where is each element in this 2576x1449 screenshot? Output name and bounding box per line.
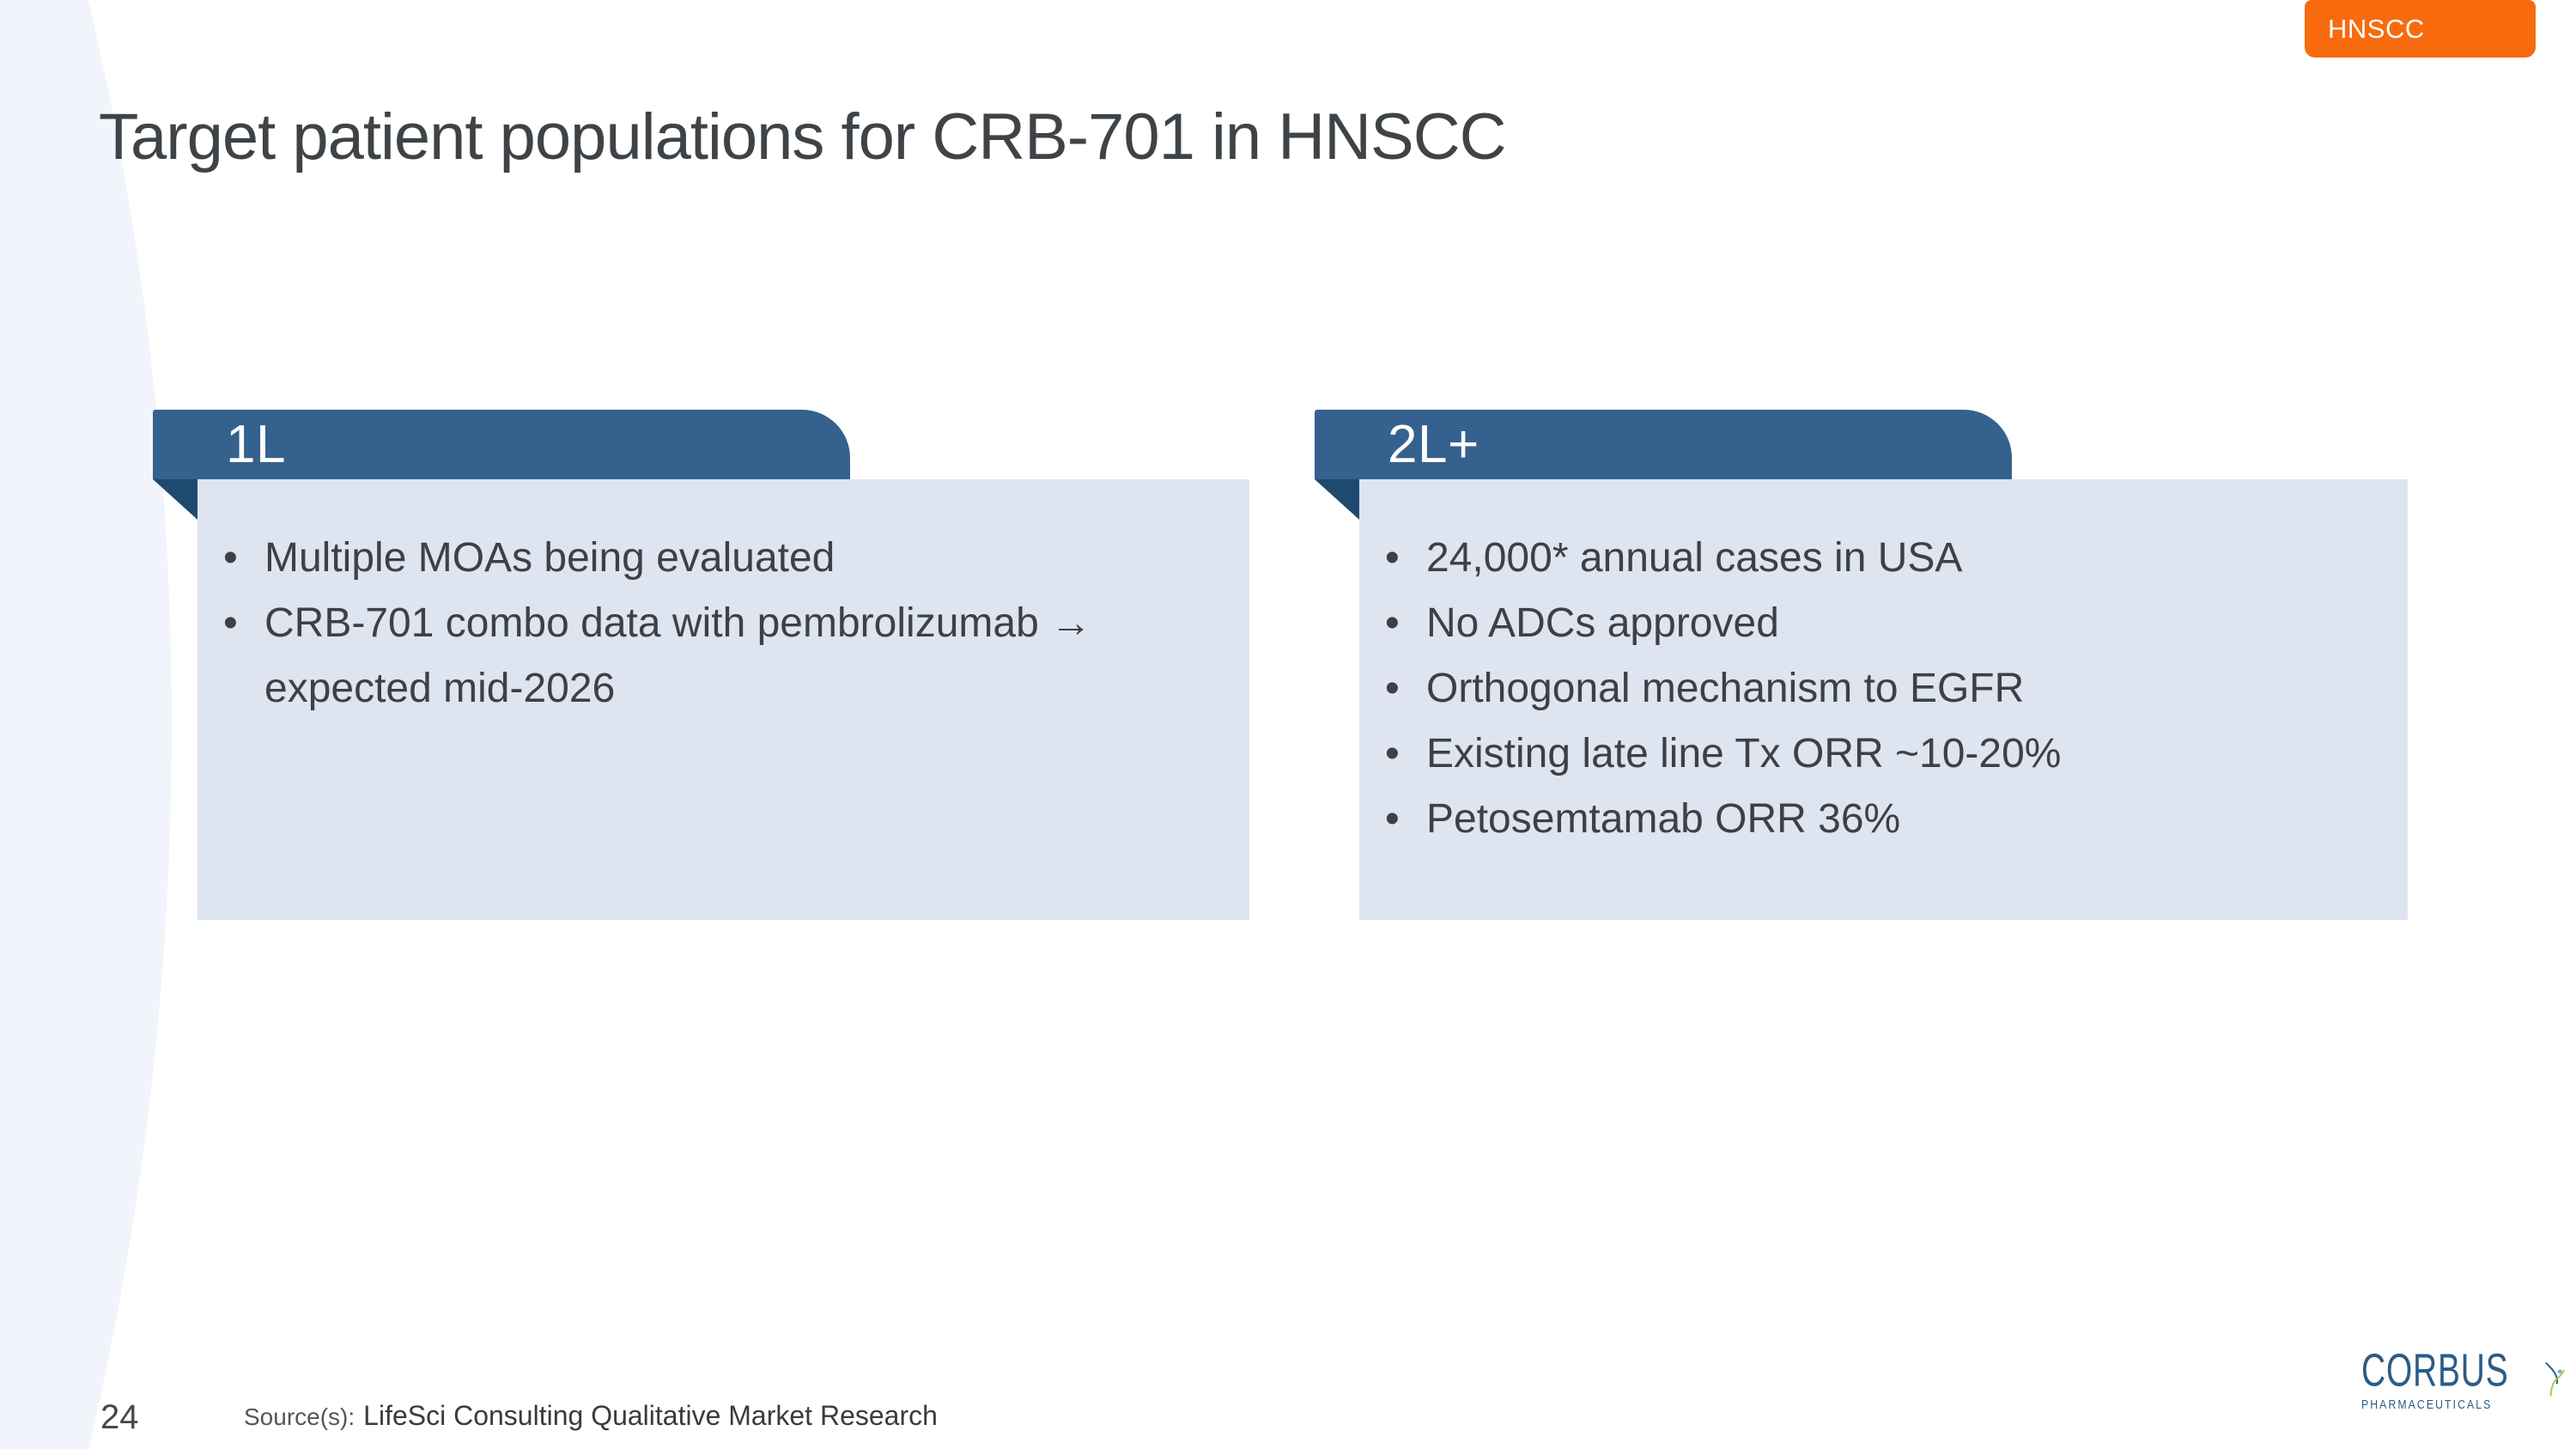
bullet-dot: • (1385, 796, 1400, 842)
panel-2l-tab-label: 2L+ (1388, 415, 1479, 474)
page-number: 24 (100, 1398, 139, 1436)
bullet-item: • CRB-701 combo data with pembrolizumab … (197, 591, 1224, 656)
bullet-text: CRB-701 combo data with pembrolizumab → (264, 600, 1092, 646)
bullet-list: • Multiple MOAs being evaluated • CRB-70… (197, 479, 1249, 721)
corbus-logo: CORBUS PHARMACEUTICALS (2361, 1324, 2567, 1445)
panel-2l-body: • 24,000* annual cases in USA • No ADCs … (1359, 479, 2408, 920)
panel-2l-tab: 2L+ (1315, 410, 2012, 479)
panel-1l: 1L • Multiple MOAs being evaluated • CRB… (153, 410, 1252, 925)
bullet-dot: • (1385, 535, 1400, 581)
bullet-item: • Multiple MOAs being evaluated (197, 526, 1224, 591)
bullet-text: expected mid-2026 (264, 666, 616, 711)
ribbon-fold (153, 479, 197, 520)
background-curve (0, 0, 172, 1449)
source-note: Source(s): LifeSci Consulting Qualitativ… (244, 1400, 938, 1432)
logo-figure-icon (2545, 1362, 2565, 1397)
panel-1l-tab: 1L (153, 410, 850, 479)
bullet-item-continuation: expected mid-2026 (197, 656, 1224, 721)
bullet-text: 24,000* annual cases in USA (1426, 535, 1963, 581)
source-text: LifeSci Consulting Qualitative Market Re… (363, 1400, 938, 1431)
bullet-text: No ADCs approved (1426, 600, 1779, 646)
page-title: Target patient populations for CRB-701 i… (99, 100, 1507, 174)
bullet-dot: • (1385, 666, 1400, 711)
panel-2l: 2L+ • 24,000* annual cases in USA • No A… (1315, 410, 2414, 925)
panel-1l-body: • Multiple MOAs being evaluated • CRB-70… (197, 479, 1249, 920)
bullet-dot: • (1385, 731, 1400, 776)
hnscc-tag: HNSCC (2305, 0, 2536, 58)
bullet-dot: • (223, 535, 238, 581)
bullet-list: • 24,000* annual cases in USA • No ADCs … (1359, 479, 2408, 852)
ribbon-fold (1315, 479, 1359, 520)
bullet-dot: • (223, 600, 238, 646)
bullet-item: • Existing late line Tx ORR ~10-20% (1359, 721, 2382, 787)
bullet-item: • 24,000* annual cases in USA (1359, 526, 2382, 591)
logo-text-column: CORBUS PHARMACEUTICALS (2361, 1324, 2550, 1445)
panel-1l-tab-label: 1L (226, 415, 286, 474)
logo-wordmark: CORBUS (2361, 1343, 2509, 1397)
bullet-text: Existing late line Tx ORR ~10-20% (1426, 731, 2062, 776)
bullet-item: • Orthogonal mechanism to EGFR (1359, 656, 2382, 721)
source-prefix: Source(s): (244, 1403, 355, 1430)
bullet-dot: • (1385, 600, 1400, 646)
bullet-item: • No ADCs approved (1359, 591, 2382, 656)
bullet-text: Petosemtamab ORR 36% (1426, 796, 1901, 842)
logo-subtext: PHARMACEUTICALS (2361, 1397, 2493, 1412)
bullet-text: Orthogonal mechanism to EGFR (1426, 666, 2025, 711)
bullet-text: Multiple MOAs being evaluated (264, 535, 835, 581)
bullet-item: • Petosemtamab ORR 36% (1359, 787, 2382, 852)
